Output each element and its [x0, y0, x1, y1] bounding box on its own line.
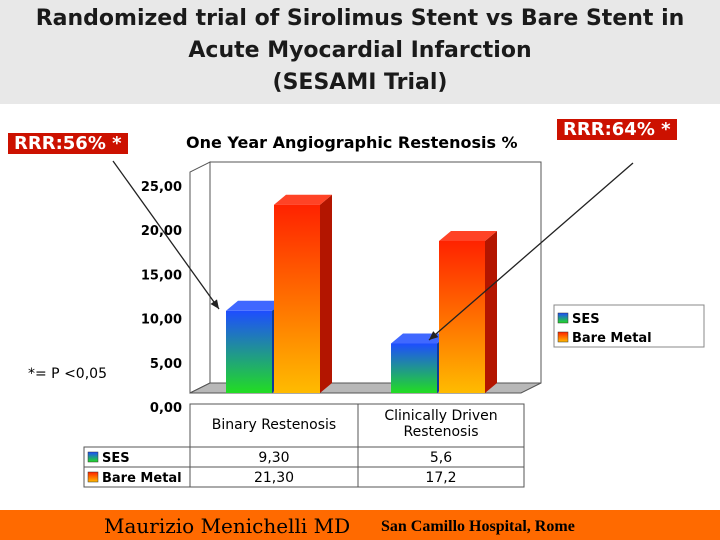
footer-bar	[0, 510, 720, 540]
data-value-label: 21,30	[254, 470, 294, 486]
y-tick-label: 10,00	[141, 313, 182, 328]
y-tick-label: 20,00	[141, 224, 182, 239]
data-value-label: 9,30	[258, 450, 289, 466]
y-tick-label: 25,00	[141, 180, 182, 195]
slide-title-line-1: Randomized trial of Sirolimus Stent vs B…	[35, 6, 685, 31]
bare-metal-bar-1-top	[274, 194, 332, 205]
rrr-right-badge: RRR:64% *	[557, 119, 677, 140]
arrow-to-clinical-ses	[428, 162, 634, 341]
data-value-label: 5,6	[430, 450, 452, 466]
y-tick-label: 0,00	[150, 401, 182, 416]
footer-hospital: San Camillo Hospital, Rome	[381, 518, 575, 535]
ses-bar-1	[226, 310, 272, 393]
bare-metal-bar-1	[274, 204, 320, 393]
ses-table-label: SES	[102, 451, 130, 466]
slide-title-line-2: Acute Myocardial Infarction	[188, 38, 532, 63]
bare-metal-bar-2-side	[485, 230, 497, 393]
bare-metal-table-swatch	[87, 471, 99, 483]
bare-metal-bar-2-top	[439, 230, 497, 241]
rrr-left-badge: RRR:56% *	[8, 133, 128, 154]
bare-metal-bar-2	[439, 240, 485, 393]
bare-metal-bar-1-side	[320, 194, 332, 393]
arrow-to-binary-ses	[112, 160, 220, 310]
title-band	[0, 0, 720, 104]
side-wall	[189, 161, 211, 394]
category-label-2: Clinically Driven	[384, 408, 497, 424]
ses-bar-1-top	[226, 300, 284, 311]
p-value-note: *= P <0,05	[28, 366, 107, 382]
category-label-1: Binary Restenosis	[212, 417, 336, 433]
y-tick-label: 5,00	[150, 357, 182, 372]
bare-metal-legend-label: Bare Metal	[572, 331, 652, 346]
bare-metal-table-label: Bare Metal	[102, 471, 182, 486]
ses-legend-swatch	[557, 312, 569, 324]
ses-legend-label: SES	[572, 312, 600, 327]
ses-bar-2	[391, 343, 437, 393]
bare-metal-legend-swatch	[557, 331, 569, 343]
slide-title-line-3: (SESAMI Trial)	[272, 70, 448, 95]
category-label-2: Restenosis	[403, 424, 478, 440]
footer-author: Maurizio Menichelli MD	[104, 514, 351, 538]
data-value-label: 17,2	[425, 470, 456, 486]
ses-table-swatch	[87, 451, 99, 463]
y-tick-label: 15,00	[141, 268, 182, 283]
legend-box	[553, 304, 705, 348]
chart-title: One Year Angiographic Restenosis %	[186, 133, 518, 152]
